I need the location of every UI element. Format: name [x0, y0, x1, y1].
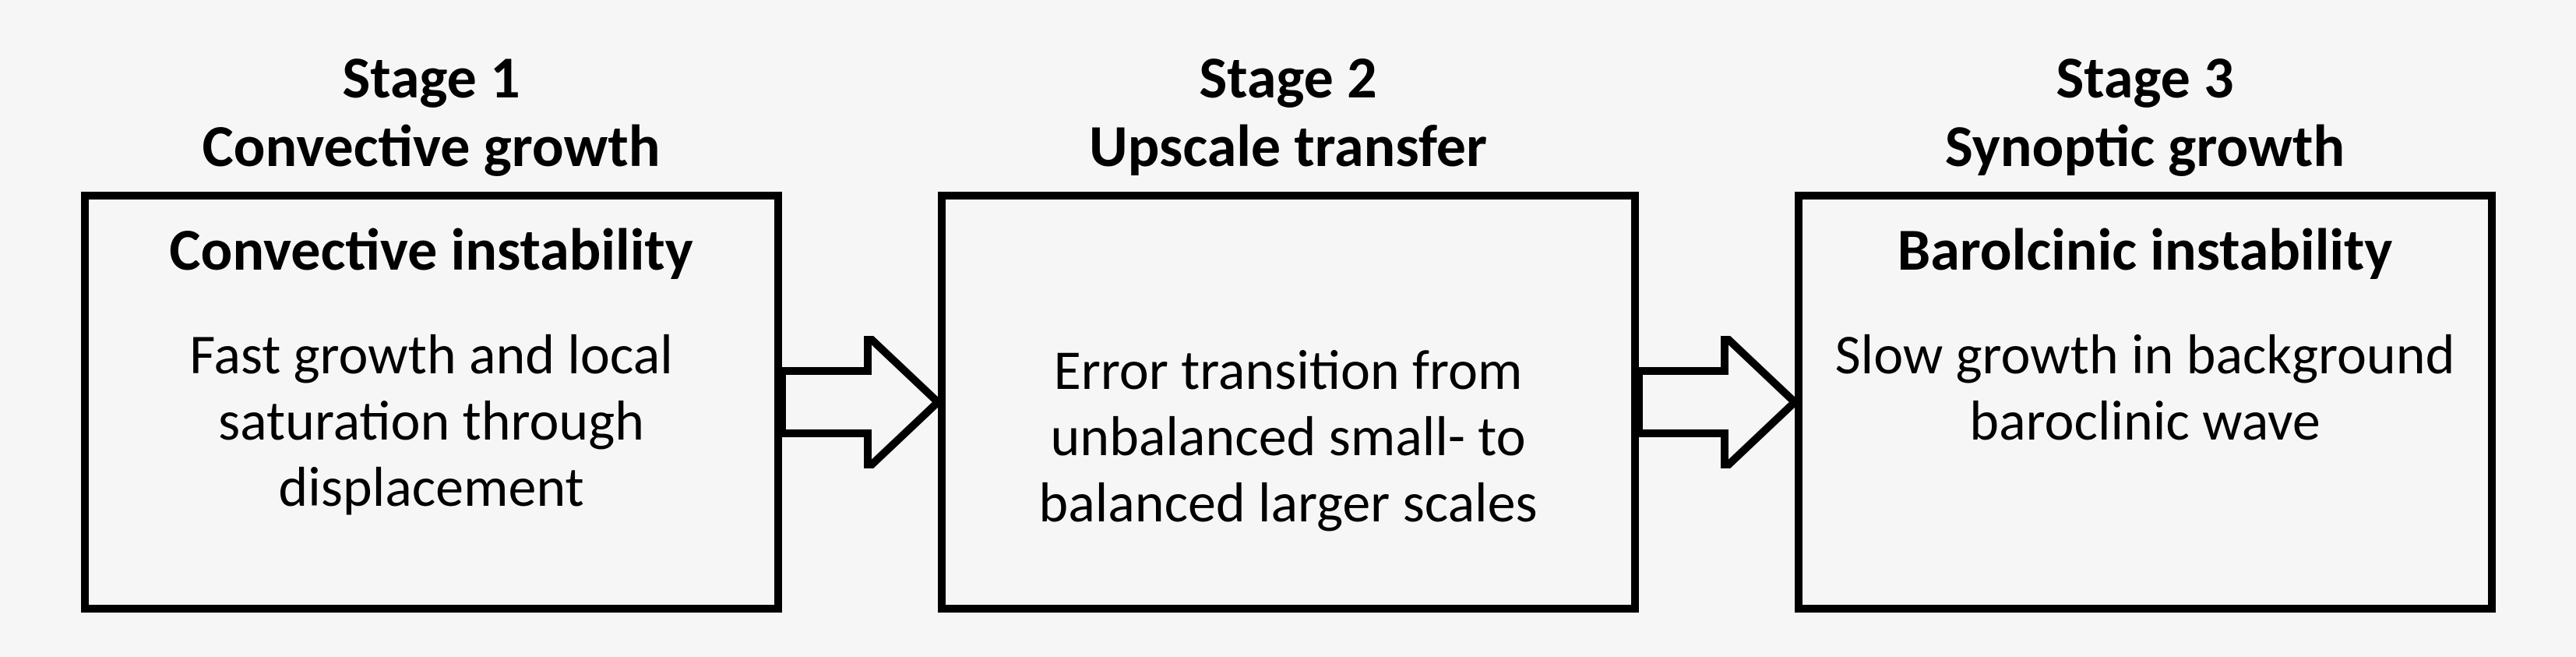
stage-2-box-body: Error transition from unbalanced small- …: [967, 337, 1609, 536]
stage-2-box: Error transition from unbalanced small- …: [938, 192, 1639, 613]
arrow-1: [782, 192, 938, 613]
stage-3-box-title: Barolcinic instability: [1898, 218, 2393, 284]
stage-1-heading-line1: Stage 1: [202, 44, 660, 112]
stage-3-box-body: Slow growth in background baroclinic wav…: [1824, 322, 2466, 454]
stage-2-heading-line1: Stage 2: [1089, 44, 1487, 112]
stage-2: Stage 2 Upscale transfer Error transitio…: [938, 44, 1639, 613]
stage-1: Stage 1 Convective growth Convective ins…: [81, 44, 782, 613]
stage-2-heading-line2: Upscale transfer: [1089, 113, 1487, 181]
stage-3-heading: Stage 3 Synoptic growth: [1945, 44, 2345, 181]
flow-diagram: Stage 1 Convective growth Convective ins…: [81, 44, 2496, 613]
stage-1-box-body: Fast growth and local saturation through…: [111, 322, 752, 521]
stage-3-box: Barolcinic instability Slow growth in ba…: [1795, 192, 2496, 613]
stage-1-box: Convective instability Fast growth and l…: [81, 192, 782, 613]
stage-3-heading-line1: Stage 3: [1945, 44, 2345, 112]
arrow-2: [1639, 192, 1795, 613]
stage-3: Stage 3 Synoptic growth Barolcinic insta…: [1795, 44, 2496, 613]
stage-1-heading: Stage 1 Convective growth: [202, 44, 660, 181]
arrow-right-icon: [1639, 336, 1795, 468]
stage-1-box-title: Convective instability: [169, 218, 692, 284]
arrow-right-icon: [782, 336, 938, 468]
stage-2-heading: Stage 2 Upscale transfer: [1089, 44, 1487, 181]
stage-1-heading-line2: Convective growth: [202, 113, 660, 181]
stage-3-heading-line2: Synoptic growth: [1945, 113, 2345, 181]
